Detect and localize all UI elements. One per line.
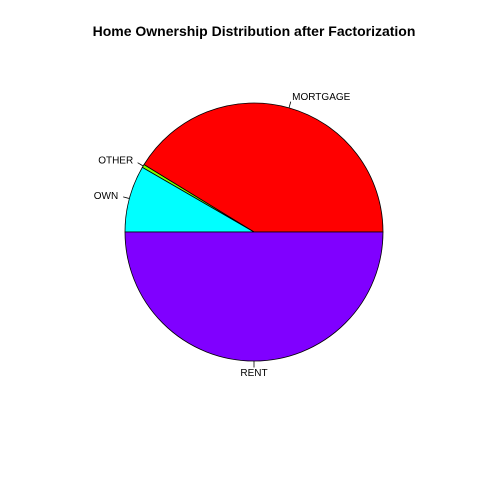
label-tick-other [137, 162, 144, 167]
pie-slice-rent [124, 231, 384, 362]
slice-label-own: OWN [94, 191, 118, 202]
label-tick-mortgage [288, 101, 292, 108]
slice-label-rent: RENT [240, 368, 267, 379]
slice-label-mortgage: MORTGAGE [292, 92, 350, 103]
label-ticks [123, 101, 292, 368]
pie-slices [124, 102, 384, 362]
chart-title: Home Ownership Distribution after Factor… [93, 23, 416, 39]
slice-labels: MORTGAGE OTHER OWN RENT [94, 92, 351, 379]
label-tick-own [123, 196, 130, 199]
pie-slice-mortgage [143, 102, 384, 233]
slice-label-other: OTHER [98, 156, 133, 167]
